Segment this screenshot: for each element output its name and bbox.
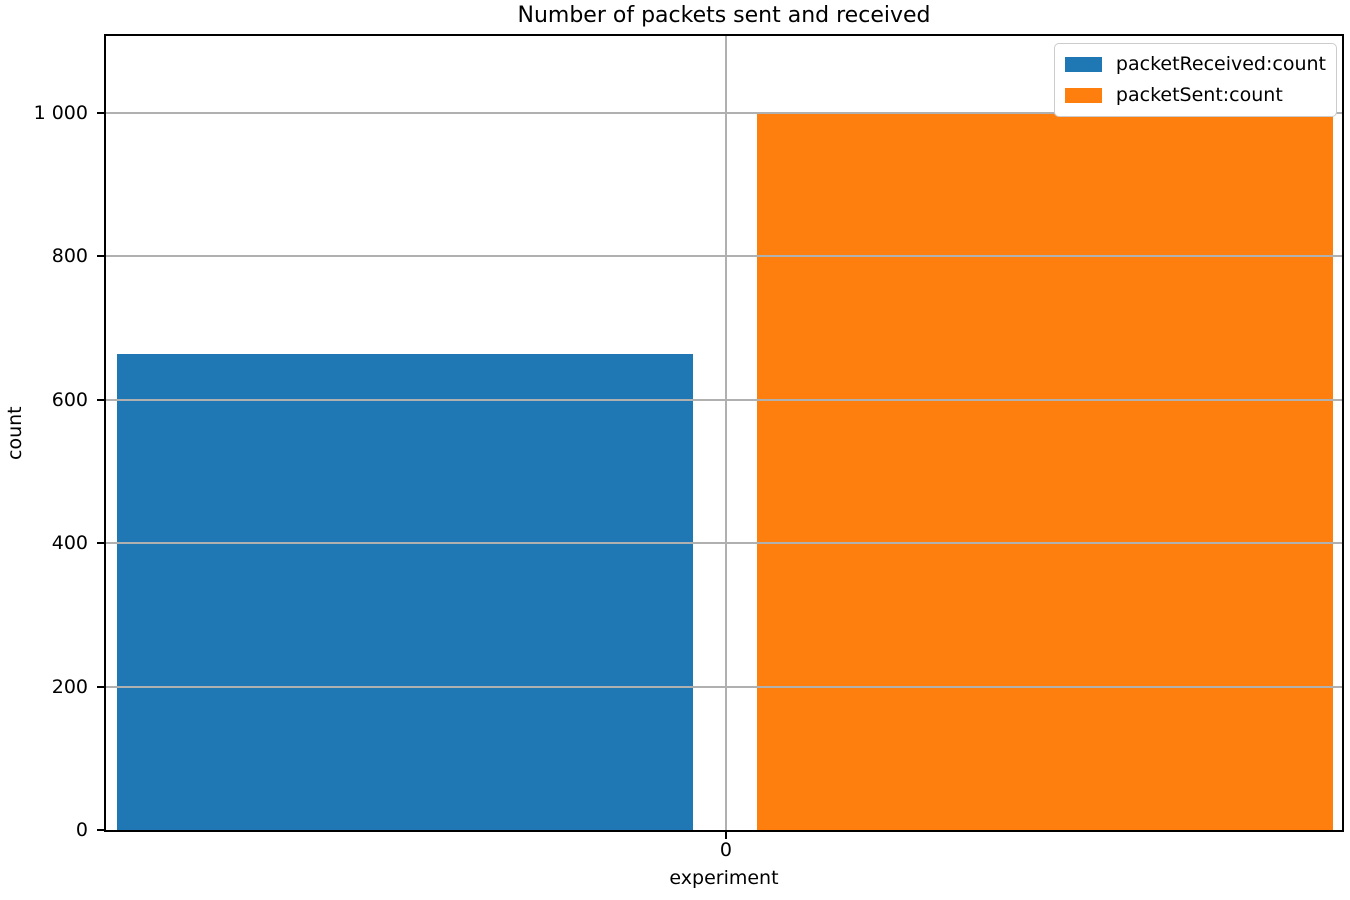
y-tick-label-1000: 1 000 xyxy=(33,101,88,124)
y-gridline-1000 xyxy=(106,111,1342,114)
legend-swatch-icon xyxy=(1064,57,1102,72)
x-gridline-0 xyxy=(724,36,727,830)
y-tick-label-200: 200 xyxy=(51,675,88,698)
y-tick-label-0: 0 xyxy=(75,819,88,841)
chart-title: Number of packets sent and received xyxy=(517,3,931,28)
y-tick-mark-600 xyxy=(97,398,104,401)
y-gridline-600 xyxy=(106,398,1342,401)
bar-packetReceived:count xyxy=(117,353,693,830)
legend-swatch-icon xyxy=(1064,88,1102,103)
legend-label: packetReceived:count xyxy=(1115,53,1326,75)
y-tick-label-800: 800 xyxy=(51,245,88,268)
y-gridline-800 xyxy=(106,255,1342,258)
x-tick-label-0: 0 xyxy=(719,839,733,861)
x-axis-label: experiment xyxy=(669,867,779,889)
y-tick-mark-0 xyxy=(97,829,104,831)
legend-item-packetSent:count: packetSent:count xyxy=(1064,82,1326,109)
y-tick-label-400: 400 xyxy=(51,532,88,555)
y-gridline-400 xyxy=(106,542,1342,545)
bar-packetSent:count xyxy=(757,112,1333,830)
legend: packetReceived:count packetSent:count xyxy=(1053,43,1337,117)
legend-item-packetReceived:count: packetReceived:count xyxy=(1064,51,1326,78)
legend-label: packetSent:count xyxy=(1115,84,1283,106)
y-tick-mark-400 xyxy=(97,542,104,545)
y-axis-label: count xyxy=(4,406,26,460)
y-tick-label-600: 600 xyxy=(51,388,88,411)
plot-area: packetReceived:count packetSent:count xyxy=(104,34,1344,832)
y-tick-mark-1000 xyxy=(97,111,104,114)
y-gridline-200 xyxy=(106,685,1342,688)
y-tick-mark-800 xyxy=(97,255,104,258)
x-tick-mark-0 xyxy=(724,832,727,839)
y-tick-mark-200 xyxy=(97,685,104,688)
